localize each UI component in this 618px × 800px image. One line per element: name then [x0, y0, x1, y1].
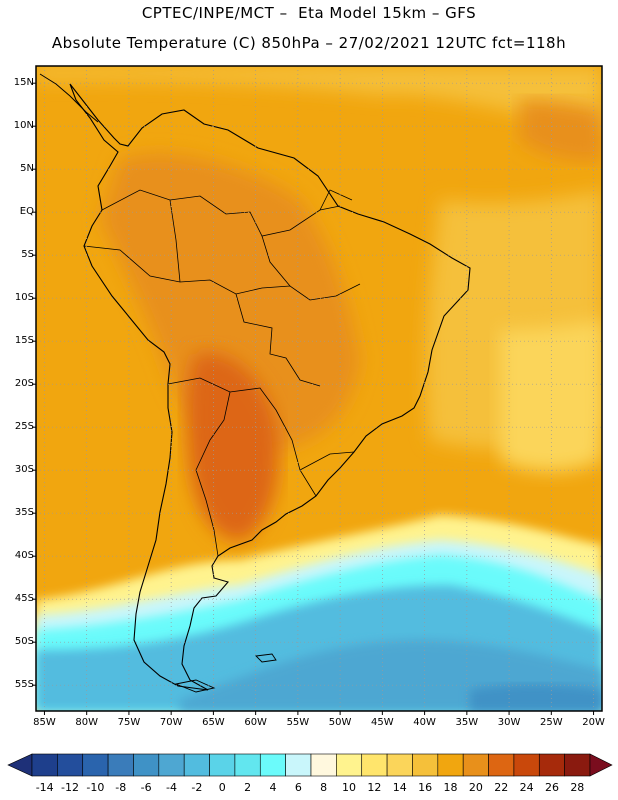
- colorbar-swatch: [488, 753, 515, 777]
- colorbar-swatch: [234, 753, 261, 777]
- colorbar-tick-label: 6: [294, 781, 302, 794]
- colorbar-tick-label: 18: [443, 781, 458, 794]
- lat-tick-label: 35S: [14, 507, 34, 519]
- colorbar-tick-label: 4: [269, 781, 277, 794]
- south-america-coastline: [69, 83, 471, 691]
- colorbar-swatch: [462, 753, 489, 777]
- lon-tick-label: 60W: [244, 717, 267, 728]
- colorbar-swatch: [336, 753, 363, 777]
- colorbar-swatch: [107, 753, 134, 777]
- colorbar-swatch: [437, 753, 464, 777]
- lat-tick-label: 5N: [20, 163, 34, 175]
- colorbar-swatch: [31, 753, 58, 777]
- colorbar-swatch: [82, 753, 109, 777]
- colorbar-tick-label: 26: [544, 781, 559, 794]
- lon-tick-label: 50W: [328, 717, 352, 728]
- colorbar-tick-label: -14: [35, 781, 54, 794]
- colorbar-tick-label: 24: [519, 781, 534, 794]
- lon-tick-label: 70W: [159, 717, 183, 728]
- colorbar-swatch: [310, 753, 337, 777]
- lat-tick-label: 10N: [13, 120, 34, 132]
- lon-tick-label: 35W: [455, 717, 479, 728]
- lat-tick-label: 50S: [14, 636, 34, 648]
- axis-ticks: [32, 82, 595, 715]
- lat-tick-label: 40S: [14, 550, 34, 562]
- colorbar-tick-label: 16: [418, 781, 433, 794]
- colorbar-swatch: [209, 753, 236, 777]
- lat-tick-label: 5S: [21, 249, 34, 261]
- lat-tick-label: 25S: [14, 421, 34, 433]
- colorbar-tick-label: -4: [166, 781, 177, 794]
- colorbar-tick-label: 0: [218, 781, 226, 794]
- lon-tick-label: 30W: [497, 717, 521, 728]
- colorbar-tick-label: -12: [61, 781, 80, 794]
- colorbar-tick-label: 20: [468, 781, 483, 794]
- lat-tick-label: 30S: [14, 464, 34, 476]
- colorbar-tick-label: 2: [244, 781, 252, 794]
- colorbar-tick-label: 8: [320, 781, 328, 794]
- colorbar-swatch: [133, 753, 160, 777]
- colorbar-swatch: [412, 753, 439, 777]
- lon-tick-label: 75W: [117, 717, 141, 728]
- colorbar-tick-label: -6: [140, 781, 152, 794]
- lon-tick-label: 85W: [33, 717, 56, 728]
- lat-tick-label: 15N: [13, 77, 34, 89]
- colorbar-swatch: [57, 753, 84, 777]
- colorbar-tick-label: -2: [191, 781, 203, 794]
- map-frame: [35, 65, 603, 712]
- colorbar-tick-label: -10: [86, 781, 105, 794]
- colorbar-tick-label: -8: [115, 781, 127, 794]
- lon-tick-label: 45W: [371, 717, 394, 728]
- lon-tick-label: 20W: [582, 717, 605, 728]
- colorbar-tick-label: 12: [367, 781, 382, 794]
- lat-tick-label: 55S: [14, 679, 34, 691]
- colorbar-swatch: [513, 753, 540, 777]
- lon-tick-label: 25W: [540, 717, 563, 728]
- colorbar-over-arrow: [589, 753, 613, 777]
- lat-tick-label: EQ: [19, 206, 34, 218]
- colorbar-swatch: [386, 753, 413, 777]
- colorbar-swatch: [183, 753, 210, 777]
- colorbar-swatch: [538, 753, 565, 777]
- colorbar: [7, 753, 613, 777]
- lon-tick-label: 40W: [413, 717, 436, 728]
- colorbar-swatch: [361, 753, 388, 777]
- lat-tick-label: 10S: [14, 292, 34, 304]
- colorbar-swatch: [285, 753, 312, 777]
- chart-subtitle: Absolute Temperature (C) 850hPa – 27/02/…: [51, 34, 567, 52]
- lat-tick-label: 45S: [14, 593, 34, 605]
- colorbar-swatch: [259, 753, 286, 777]
- colorbar-swatch: [564, 753, 591, 777]
- colorbar-tick-label: 14: [392, 781, 407, 794]
- lon-tick-label: 80W: [75, 717, 98, 728]
- colorbar-swatch: [158, 753, 185, 777]
- colorbar-tick-label: 22: [494, 781, 509, 794]
- temperature-field: [36, 66, 602, 711]
- colorbar-under-arrow: [7, 753, 33, 777]
- lon-tick-label: 55W: [286, 717, 310, 728]
- lat-tick-label: 15S: [14, 335, 34, 347]
- lon-tick-label: 65W: [202, 717, 225, 728]
- colorbar-tick-label: 28: [570, 781, 585, 794]
- lat-tick-label: 20S: [14, 378, 34, 390]
- chart-title: CPTEC/INPE/MCT – Eta Model 15km – GFS: [141, 4, 477, 22]
- colorbar-tick-label: 10: [342, 781, 357, 794]
